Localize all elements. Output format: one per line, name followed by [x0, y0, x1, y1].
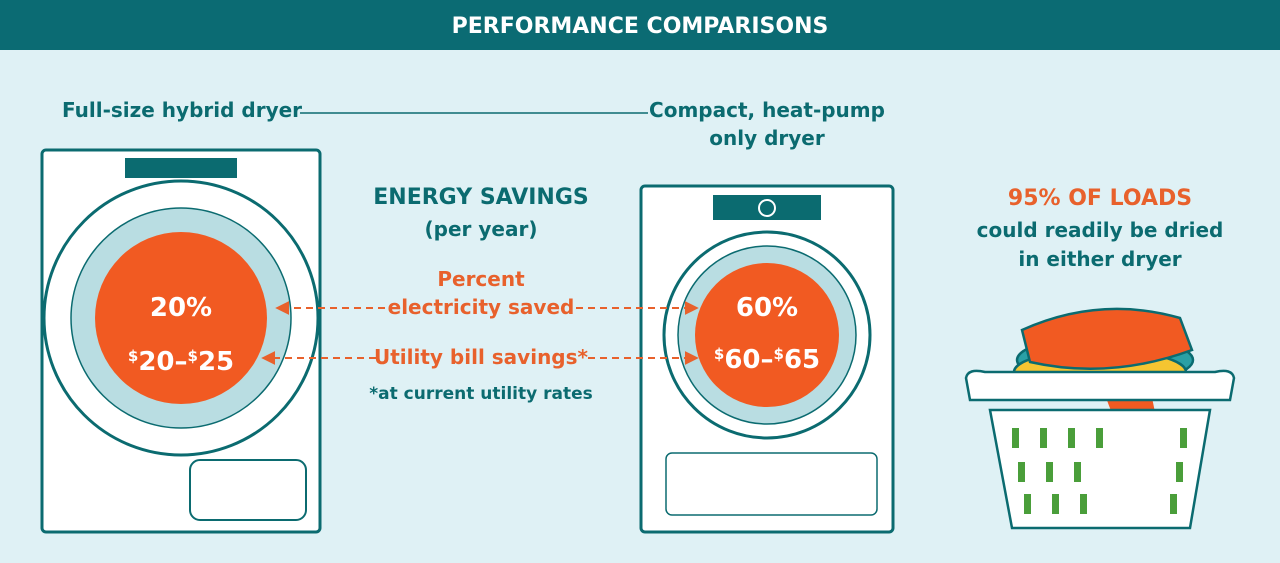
- right-label: only dryer: [709, 126, 825, 150]
- amount: 60–: [724, 345, 773, 375]
- laundry-basket: [964, 307, 1236, 530]
- header-bar: [0, 0, 1280, 50]
- sup: $: [774, 345, 784, 363]
- loads-line: in either dryer: [1018, 247, 1181, 271]
- left-label: Full-size hybrid dryer: [62, 98, 302, 122]
- sup: $: [714, 345, 724, 363]
- right-percent: 60%: [736, 293, 798, 323]
- amount: 25: [198, 347, 234, 377]
- right-bill: $60–$65: [714, 345, 820, 375]
- percent-label: Percent: [437, 267, 525, 291]
- loads-line: could readily be dried: [977, 218, 1224, 242]
- sup: $: [128, 347, 138, 365]
- left-bill: $20–$25: [128, 347, 234, 377]
- amount: 65: [784, 345, 820, 375]
- footnote: *at current utility rates: [369, 384, 593, 404]
- right-label: Compact, heat-pump: [649, 98, 885, 122]
- sup: $: [188, 347, 198, 365]
- percent-label: electricity saved: [388, 295, 575, 319]
- header-title: PERFORMANCE COMPARISONS: [452, 14, 829, 39]
- center-title: ENERGY SAVINGS: [373, 185, 588, 210]
- arrows: [261, 301, 699, 365]
- left-percent: 20%: [150, 293, 212, 323]
- amount: 20–: [138, 347, 187, 377]
- right-dryer: [639, 184, 895, 534]
- loads-title: 95% OF LOADS: [1008, 186, 1192, 211]
- center-subtitle: (per year): [425, 217, 538, 241]
- left-dryer: [40, 148, 322, 534]
- bill-label: Utility bill savings*: [374, 345, 589, 369]
